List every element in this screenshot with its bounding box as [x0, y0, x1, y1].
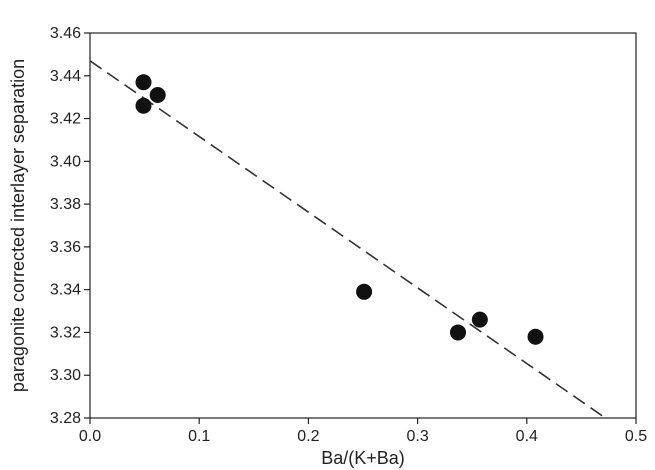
y-tick-label: 3.42 — [50, 111, 81, 128]
x-tick-label: 0.3 — [406, 428, 428, 445]
y-tick-label: 3.34 — [50, 282, 81, 299]
trend-line — [89, 60, 606, 419]
y-axis: 3.28 3.30 3.32 3.34 3.36 3.38 3.40 3.42 3.44 3.46 — [50, 25, 90, 427]
data-point — [135, 74, 152, 91]
y-tick-label: 3.36 — [50, 239, 81, 256]
data-point — [450, 324, 467, 341]
y-axis-label: paragonite corrected interlayer separati… — [8, 59, 28, 392]
data-point — [135, 97, 152, 114]
data-point — [356, 283, 373, 300]
x-tick-label: 0.5 — [625, 428, 647, 445]
data-points — [135, 74, 544, 345]
x-axis: 0.0 0.1 0.2 0.3 0.4 0.5 — [79, 418, 647, 445]
y-tick-label: 3.30 — [50, 367, 81, 384]
data-point — [527, 328, 544, 345]
data-point — [149, 87, 166, 104]
y-tick-label: 3.46 — [50, 25, 81, 42]
x-tick-label: 0.0 — [79, 428, 101, 445]
y-tick-label: 3.32 — [50, 324, 81, 341]
x-tick-label: 0.1 — [188, 428, 210, 445]
data-point — [471, 311, 488, 328]
y-tick-label: 3.44 — [50, 68, 81, 85]
x-axis-label: Ba/(K+Ba) — [321, 448, 405, 468]
x-tick-label: 0.2 — [297, 428, 319, 445]
y-tick-label: 3.28 — [50, 410, 81, 427]
plot-area — [89, 32, 637, 419]
x-tick-label: 0.4 — [516, 428, 538, 445]
y-tick-label: 3.40 — [50, 153, 81, 170]
y-tick-label: 3.38 — [50, 196, 81, 213]
